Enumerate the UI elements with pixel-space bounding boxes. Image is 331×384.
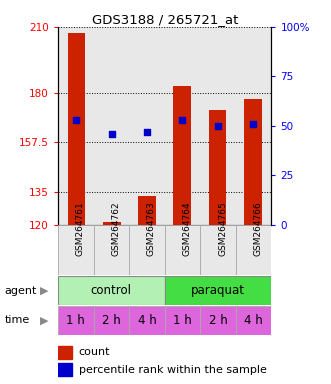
Point (180, 117, 185, 123)
Text: control: control (91, 285, 132, 297)
Text: GSM264764: GSM264764 (182, 201, 191, 256)
Point (250, 121, 256, 127)
Text: 4 h: 4 h (137, 314, 156, 327)
Bar (103, 222, 120, 225)
Bar (173, 86, 191, 225)
Text: GSM264761: GSM264761 (76, 201, 85, 256)
Text: agent: agent (4, 286, 37, 296)
Text: 2 h: 2 h (209, 314, 227, 327)
Bar (165, 225, 200, 275)
Point (109, 131, 115, 137)
Text: 4 h: 4 h (244, 314, 263, 327)
Point (215, 123, 220, 129)
Text: ▶: ▶ (40, 315, 49, 325)
Text: GSM264763: GSM264763 (147, 201, 156, 256)
Bar (236, 225, 271, 275)
Bar (138, 196, 156, 225)
Bar (244, 99, 262, 225)
Bar (129, 306, 165, 335)
Bar (68, 33, 85, 225)
Text: 2 h: 2 h (102, 314, 121, 327)
Text: count: count (78, 347, 110, 358)
Bar (236, 306, 271, 335)
Bar (129, 225, 165, 275)
Bar (58, 363, 72, 376)
Bar (165, 276, 271, 305)
Text: percentile rank within the sample: percentile rank within the sample (78, 364, 266, 375)
Bar (200, 306, 236, 335)
Bar (58, 276, 165, 305)
Text: GSM264762: GSM264762 (111, 201, 120, 256)
Bar (200, 225, 236, 275)
Bar (58, 225, 93, 275)
Text: 1 h: 1 h (173, 314, 192, 327)
Point (144, 129, 150, 135)
Bar (58, 346, 72, 359)
Bar (58, 306, 93, 335)
Bar (165, 306, 200, 335)
Text: GDS3188 / 265721_at: GDS3188 / 265721_at (92, 13, 239, 26)
Bar (209, 110, 226, 225)
Point (74, 117, 79, 123)
Text: paraquat: paraquat (191, 285, 245, 297)
Text: ▶: ▶ (40, 286, 49, 296)
Bar (93, 225, 129, 275)
Bar (93, 306, 129, 335)
Text: time: time (4, 315, 29, 325)
Text: 1 h: 1 h (66, 314, 85, 327)
Text: GSM264766: GSM264766 (254, 201, 262, 256)
Text: GSM264765: GSM264765 (218, 201, 227, 256)
